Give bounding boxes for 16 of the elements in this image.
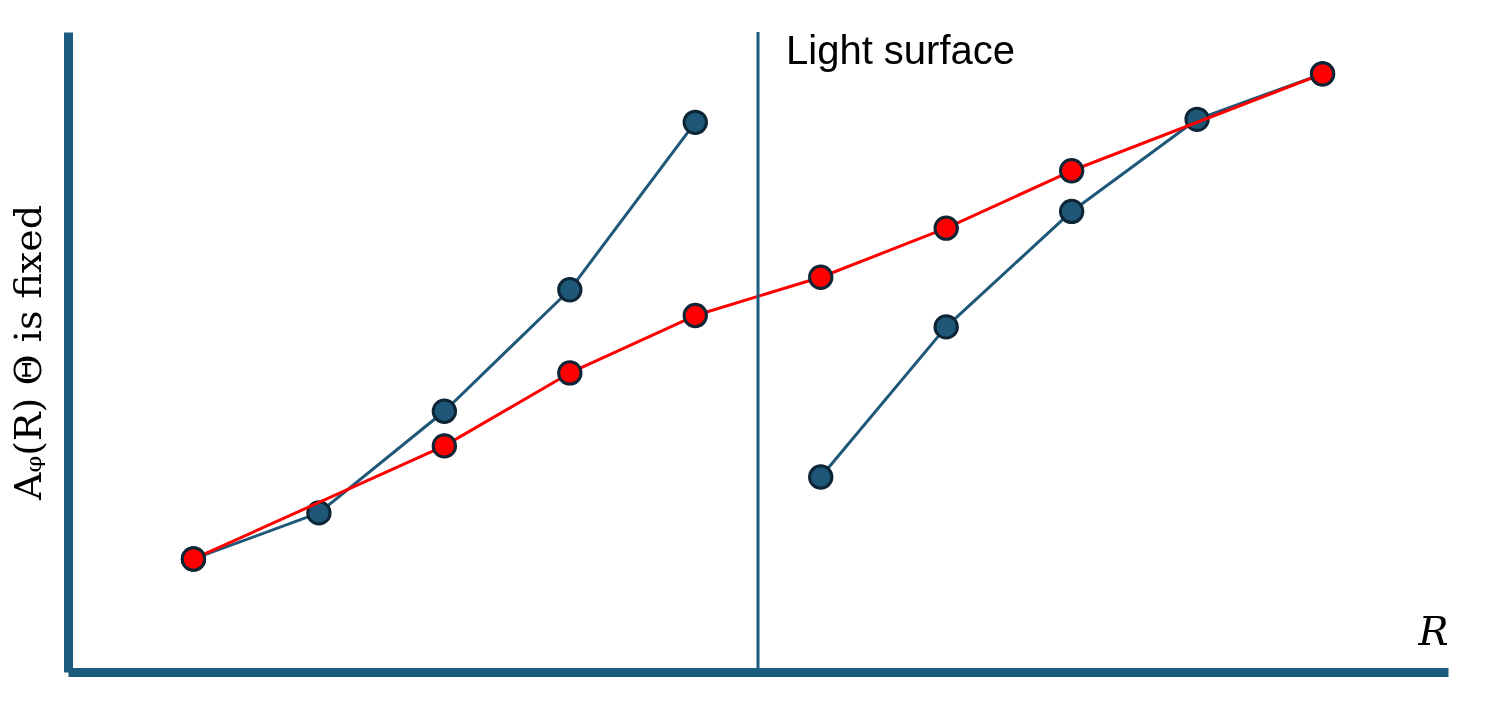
point (1058, 198, 1085, 225)
y-axis-title: Aᵩ(R) Θ is fixed (5, 204, 50, 502)
point (1058, 158, 1085, 184)
point (557, 360, 583, 386)
point (306, 500, 332, 526)
point (431, 398, 458, 424)
point (933, 314, 959, 340)
point (557, 277, 583, 303)
point (682, 109, 708, 135)
text: Light surface (786, 28, 1016, 72)
x-axis-title: R (1417, 607, 1449, 654)
point (808, 464, 834, 490)
point (431, 433, 458, 459)
point (933, 215, 959, 241)
point (682, 302, 708, 329)
point (808, 264, 834, 290)
